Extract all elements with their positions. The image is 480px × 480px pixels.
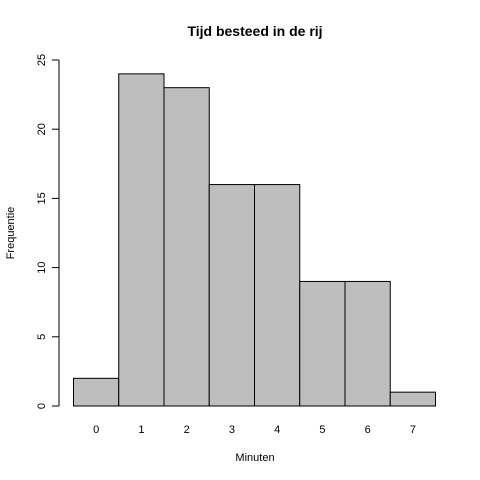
- y-tick-label-20: 20: [36, 123, 48, 135]
- x-axis-tick-labels: 0 1 2 3 4 5 6 7: [93, 424, 416, 436]
- histogram-bar-0: [73, 377, 120, 407]
- y-tick-label-25: 25: [36, 54, 48, 66]
- histogram-bar-4: [254, 184, 301, 407]
- x-tick-label-2: 2: [184, 424, 190, 436]
- bars-layer: [73, 73, 436, 407]
- histogram-bar-5: [299, 280, 346, 407]
- y-tick-label-0: 0: [36, 403, 48, 409]
- y-axis: 0 5 10 15 20 25: [36, 54, 60, 409]
- x-tick-label-0: 0: [93, 424, 99, 436]
- x-axis-label: Minuten: [235, 452, 274, 464]
- histogram-bar-1: [118, 73, 165, 407]
- histogram-bar-2: [163, 87, 210, 407]
- histogram-bar-6: [344, 280, 391, 407]
- y-axis-label: Frequentie: [5, 207, 17, 260]
- x-tick-label-3: 3: [229, 424, 235, 436]
- x-tick-label-1: 1: [138, 424, 144, 436]
- y-tick-label-15: 15: [36, 192, 48, 204]
- x-tick-label-4: 4: [274, 424, 280, 436]
- x-tick-label-6: 6: [365, 424, 371, 436]
- y-tick-label-10: 10: [36, 261, 48, 273]
- y-tick-label-5: 5: [36, 334, 48, 340]
- x-tick-label-5: 5: [319, 424, 325, 436]
- histogram-bar-7: [389, 391, 436, 407]
- x-tick-label-7: 7: [410, 424, 416, 436]
- chart-title: Tijd besteed in de rij: [187, 23, 322, 39]
- histogram-bar-3: [208, 184, 255, 407]
